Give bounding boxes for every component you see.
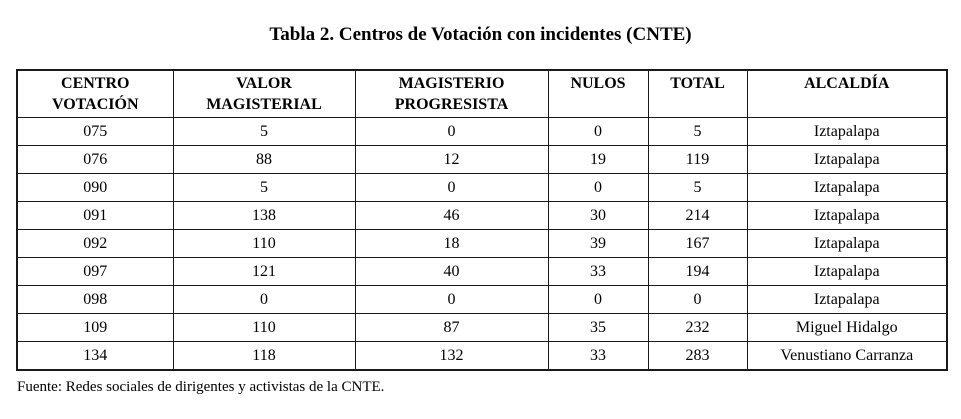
col-header-alcaldia: ALCALDÍA bbox=[746, 69, 948, 118]
cell-magisterio-progresista: 0 bbox=[354, 285, 549, 314]
cell-valor-magisterial: 121 bbox=[172, 257, 356, 286]
cell-nulos: 30 bbox=[547, 201, 649, 230]
cell-centro-votacion: 090 bbox=[16, 173, 174, 202]
cell-alcaldia: Iztapalapa bbox=[746, 173, 948, 202]
header-line: MAGISTERIAL bbox=[206, 96, 322, 113]
col-header-valor-magisterial: VALOR MAGISTERIAL bbox=[172, 69, 356, 118]
cell-nulos: 35 bbox=[547, 313, 649, 342]
table-body: 075 5 0 0 5 Iztapalapa 076 88 12 19 119 … bbox=[16, 117, 948, 371]
cell-nulos: 33 bbox=[547, 257, 649, 286]
table-row: 098 0 0 0 0 Iztapalapa bbox=[16, 285, 948, 314]
cell-valor-magisterial: 138 bbox=[172, 201, 356, 230]
table-row: 075 5 0 0 5 Iztapalapa bbox=[16, 117, 948, 146]
cell-total: 232 bbox=[647, 313, 748, 342]
col-header-centro-votacion: CENTRO VOTACIÓN bbox=[16, 69, 174, 118]
cell-centro-votacion: 098 bbox=[16, 285, 174, 314]
header-line: PROGRESISTA bbox=[394, 96, 509, 113]
cell-magisterio-progresista: 46 bbox=[354, 201, 549, 230]
cell-nulos: 33 bbox=[547, 341, 649, 371]
table-title: Tabla 2. Centros de Votación con inciden… bbox=[269, 24, 692, 45]
cell-centro-votacion: 075 bbox=[16, 117, 174, 146]
cell-alcaldia: Iztapalapa bbox=[746, 201, 948, 230]
cell-valor-magisterial: 88 bbox=[172, 145, 356, 174]
cell-magisterio-progresista: 87 bbox=[354, 313, 549, 342]
cell-centro-votacion: 109 bbox=[16, 313, 174, 342]
cell-centro-votacion: 092 bbox=[16, 229, 174, 258]
cell-alcaldia: Miguel Hidalgo bbox=[746, 313, 948, 342]
table-row: 091 138 46 30 214 Iztapalapa bbox=[16, 201, 948, 230]
votacion-table: CENTRO VOTACIÓN VALOR MAGISTERIAL MAGIST… bbox=[16, 69, 948, 371]
header-line: CENTRO bbox=[61, 75, 130, 92]
table-row: 092 110 18 39 167 Iztapalapa bbox=[16, 229, 948, 258]
cell-total: 119 bbox=[647, 145, 748, 174]
cell-valor-magisterial: 118 bbox=[172, 341, 356, 371]
cell-centro-votacion: 091 bbox=[16, 201, 174, 230]
cell-magisterio-progresista: 0 bbox=[354, 117, 549, 146]
cell-nulos: 0 bbox=[547, 173, 649, 202]
cell-total: 214 bbox=[647, 201, 748, 230]
header-line: VALOR bbox=[236, 75, 292, 92]
table-row: 109 110 87 35 232 Miguel Hidalgo bbox=[16, 313, 948, 342]
cell-alcaldia: Venustiano Carranza bbox=[746, 341, 948, 371]
col-header-magisterio-progresista: MAGISTERIO PROGRESISTA bbox=[354, 69, 549, 118]
cell-alcaldia: Iztapalapa bbox=[746, 285, 948, 314]
cell-alcaldia: Iztapalapa bbox=[746, 117, 948, 146]
cell-total: 5 bbox=[647, 173, 748, 202]
col-header-nulos: NULOS bbox=[547, 69, 649, 118]
col-header-total: TOTAL bbox=[647, 69, 748, 118]
cell-alcaldia: Iztapalapa bbox=[746, 257, 948, 286]
cell-magisterio-progresista: 40 bbox=[354, 257, 549, 286]
cell-valor-magisterial: 110 bbox=[172, 313, 356, 342]
header-line: MAGISTERIO bbox=[398, 75, 505, 92]
header-line: TOTAL bbox=[670, 75, 725, 92]
header-line: VOTACIÓN bbox=[52, 96, 139, 113]
cell-alcaldia: Iztapalapa bbox=[746, 229, 948, 258]
table-row: 076 88 12 19 119 Iztapalapa bbox=[16, 145, 948, 174]
cell-centro-votacion: 076 bbox=[16, 145, 174, 174]
cell-centro-votacion: 134 bbox=[16, 341, 174, 371]
cell-valor-magisterial: 5 bbox=[172, 173, 356, 202]
cell-magisterio-progresista: 12 bbox=[354, 145, 549, 174]
cell-total: 167 bbox=[647, 229, 748, 258]
cell-valor-magisterial: 110 bbox=[172, 229, 356, 258]
cell-total: 5 bbox=[647, 117, 748, 146]
table-row: 090 5 0 0 5 Iztapalapa bbox=[16, 173, 948, 202]
cell-total: 283 bbox=[647, 341, 748, 371]
cell-alcaldia: Iztapalapa bbox=[746, 145, 948, 174]
source-note: Fuente: Redes sociales de dirigentes y a… bbox=[17, 379, 385, 395]
cell-nulos: 39 bbox=[547, 229, 649, 258]
table-row: 134 118 132 33 283 Venustiano Carranza bbox=[16, 341, 948, 371]
table-row: 097 121 40 33 194 Iztapalapa bbox=[16, 257, 948, 286]
header-line: NULOS bbox=[570, 75, 626, 92]
cell-magisterio-progresista: 18 bbox=[354, 229, 549, 258]
cell-total: 0 bbox=[647, 285, 748, 314]
cell-total: 194 bbox=[647, 257, 748, 286]
cell-valor-magisterial: 0 bbox=[172, 285, 356, 314]
cell-nulos: 19 bbox=[547, 145, 649, 174]
cell-nulos: 0 bbox=[547, 285, 649, 314]
cell-nulos: 0 bbox=[547, 117, 649, 146]
header-row: CENTRO VOTACIÓN VALOR MAGISTERIAL MAGIST… bbox=[16, 69, 948, 118]
table-header: CENTRO VOTACIÓN VALOR MAGISTERIAL MAGIST… bbox=[16, 69, 948, 118]
cell-centro-votacion: 097 bbox=[16, 257, 174, 286]
header-line: ALCALDÍA bbox=[804, 75, 890, 92]
cell-magisterio-progresista: 0 bbox=[354, 173, 549, 202]
cell-valor-magisterial: 5 bbox=[172, 117, 356, 146]
cell-magisterio-progresista: 132 bbox=[354, 341, 549, 371]
